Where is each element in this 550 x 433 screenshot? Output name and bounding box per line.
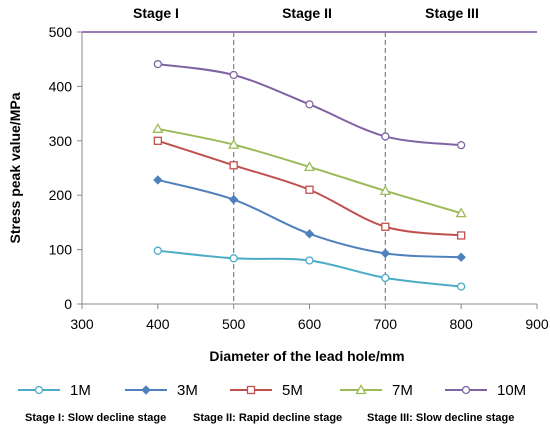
series-5M [153, 136, 466, 240]
data-point-5M [381, 222, 390, 231]
series-1M [153, 246, 466, 291]
legend-marker [141, 385, 151, 395]
x-tick-label: 600 [298, 316, 322, 332]
x-tick-label: 900 [525, 316, 549, 332]
legend-label: 1M [70, 382, 91, 399]
y-tick-label: 0 [64, 296, 72, 312]
x-tick-label: 800 [449, 316, 473, 332]
y-tick-label: 400 [49, 78, 73, 94]
x-axis-ticks: 300 400 500 600 700 800 900 [70, 304, 549, 332]
data-point-10M [305, 100, 314, 109]
data-point-1M [153, 246, 162, 255]
data-point-10M [153, 59, 162, 69]
data-point-7M [379, 185, 391, 195]
legend-item-1M: 1M [18, 382, 91, 399]
data-point-10M [229, 70, 238, 80]
legend-item-3M: 3M [125, 382, 198, 399]
x-tick-label: 300 [70, 316, 94, 332]
stage-3-note: Stage III: Slow decline stage [367, 412, 514, 424]
legend-marker [461, 385, 471, 395]
data-point-7M [455, 207, 467, 218]
legend-item-5M: 5M [230, 382, 303, 399]
x-tick-label: 500 [222, 316, 246, 332]
legend-marker [355, 384, 367, 395]
x-tick-label: 400 [146, 316, 170, 332]
legend-item-10M: 10M [445, 382, 526, 399]
data-point-5M [305, 185, 314, 194]
stage-1-title: Stage I [133, 5, 179, 21]
y-axis-title: Stress peak value/MPa [7, 92, 23, 243]
stage-2-title: Stage II [282, 5, 332, 21]
stage-1-note: Stage I: Slow decline stage [25, 412, 166, 424]
y-tick-label: 300 [49, 133, 73, 149]
legend-label: 10M [497, 382, 526, 399]
y-tick-label: 200 [49, 187, 73, 203]
data-point-5M [229, 161, 238, 170]
stage-3-title: Stage III [425, 5, 479, 21]
data-point-1M [457, 282, 466, 291]
data-point-1M [229, 254, 238, 263]
data-point-3M [153, 175, 163, 185]
legend: 1M 3M 5M 7M 10M [18, 382, 526, 399]
data-point-3M [380, 248, 391, 259]
y-axis-ticks: 0 100 200 300 400 500 [49, 24, 82, 312]
data-point-10M [457, 141, 466, 150]
series-10M [153, 59, 466, 150]
legend-label: 5M [282, 382, 303, 399]
data-point-7M [228, 138, 240, 149]
data-point-10M [381, 132, 390, 141]
data-point-1M [305, 256, 314, 265]
x-tick-label: 700 [374, 316, 398, 332]
stage-2-note: Stage II: Rapid decline stage [193, 412, 342, 424]
data-point-5M [457, 231, 466, 240]
data-point-5M [153, 136, 162, 145]
legend-item-7M: 7M [340, 382, 413, 399]
legend-label: 3M [177, 382, 198, 399]
series-7M [152, 123, 467, 218]
data-point-7M [303, 161, 316, 172]
y-tick-label: 100 [49, 242, 73, 258]
x-axis-title: Diameter of the lead hole/mm [209, 348, 404, 364]
legend-label: 7M [392, 382, 413, 399]
series-3M [153, 175, 466, 262]
data-point-7M [152, 123, 164, 133]
data-point-3M [228, 194, 239, 205]
legend-marker [246, 385, 256, 395]
data-series [152, 59, 467, 291]
data-point-3M [456, 252, 466, 262]
data-point-1M [381, 273, 390, 283]
legend-marker [34, 385, 44, 395]
y-tick-label: 500 [49, 24, 73, 40]
data-point-3M [304, 229, 315, 239]
